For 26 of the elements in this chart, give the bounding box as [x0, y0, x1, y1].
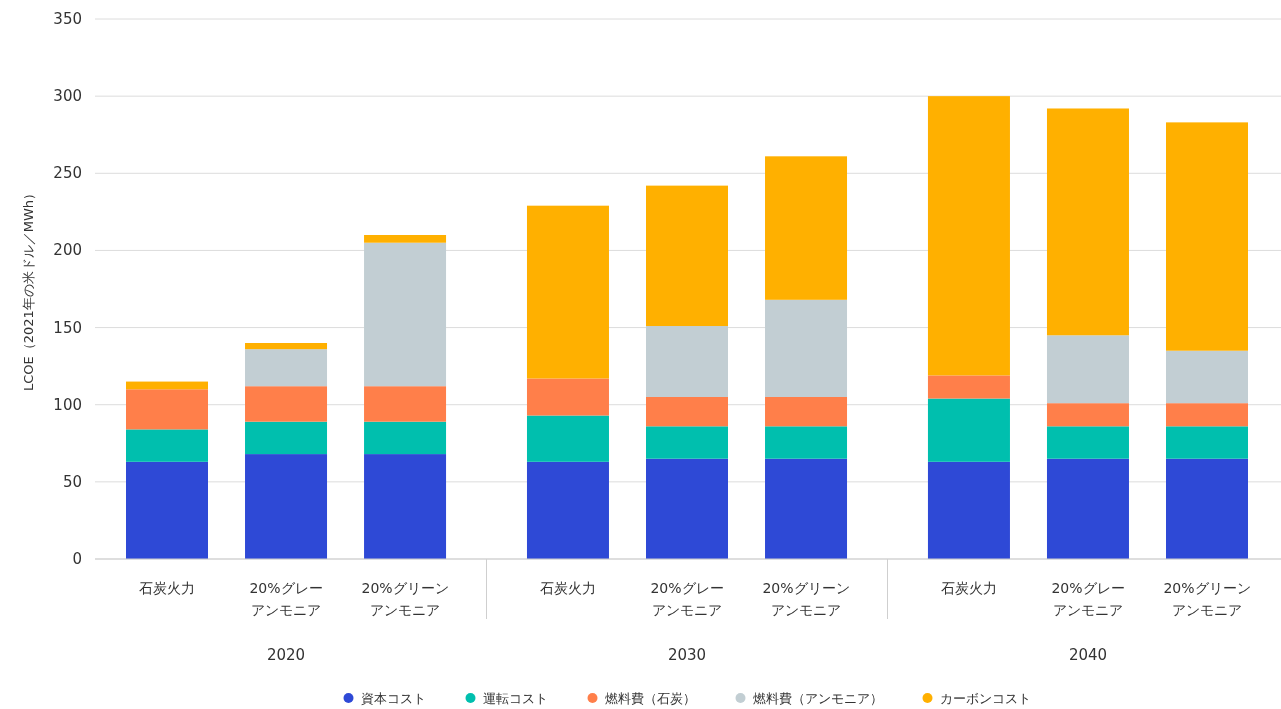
y-tick-label: 200 — [53, 241, 82, 260]
legend-label: カーボンコスト — [939, 691, 1031, 706]
y-tick-label: 0 — [72, 550, 82, 568]
x-tick-label: 20%グレーアンモニア — [650, 580, 724, 618]
legend-label: 燃料費（アンモニア） — [752, 691, 883, 706]
x-tick-label: 20%グリーンアンモニア — [1163, 580, 1251, 618]
y-tick-label: 100 — [53, 395, 82, 414]
text: 2020 — [266, 646, 306, 664]
y-axis-title: LCOE（2021年の米ドル／MWh） — [21, 186, 36, 392]
x-tick-label: 20%グリーンアンモニア — [361, 580, 449, 618]
text: 2040 — [1068, 646, 1108, 664]
x-tick-label: 石炭火力 — [539, 580, 596, 596]
x-tick-label: 20%グレーアンモニア — [249, 580, 323, 618]
y-tick-label: 250 — [53, 164, 82, 183]
text: 2030 — [667, 646, 707, 664]
legend-label: 運転コスト — [482, 691, 548, 706]
x-tick-label: 石炭火力 — [139, 580, 195, 596]
y-tick-label: 50 — [62, 472, 82, 491]
x-tick-label: 20%グリーンアンモニア — [762, 580, 850, 618]
y-tick-label: 150 — [53, 318, 82, 337]
y-tick-label: 300 — [53, 87, 82, 106]
y-tick-label: 350 — [53, 10, 82, 28]
legend-label: 燃料費（石炭） — [604, 691, 696, 706]
legend-label: 資本コスト — [360, 691, 426, 706]
x-tick-label: 20%グレーアンモニア — [1051, 580, 1125, 618]
x-tick-label: 石炭火力 — [940, 580, 997, 596]
